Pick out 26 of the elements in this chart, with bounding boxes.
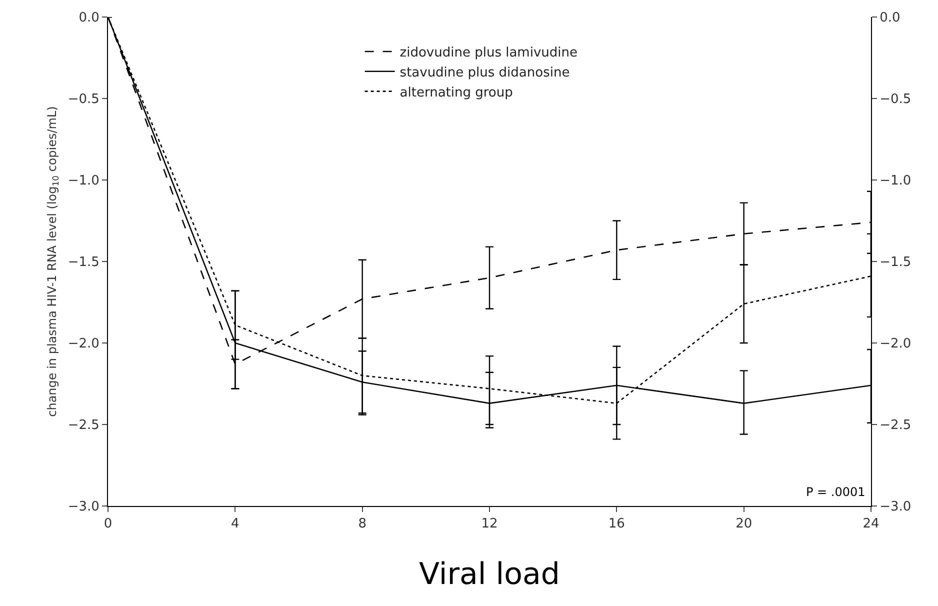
y2-tick-label: −1.5: [880, 255, 912, 270]
y2-tick-label: −1.0: [880, 174, 912, 189]
y2-tick-label: −3.0: [880, 500, 912, 515]
y-tick-label: −1.5: [68, 255, 100, 270]
annotation: P = .0001: [806, 485, 866, 499]
x-tick-label: 8: [358, 516, 366, 532]
text: Viral load: [419, 557, 560, 592]
y2-tick-label: 0.0: [880, 10, 900, 26]
y-tick-label: −2.0: [68, 336, 100, 352]
legend-label: stavudine plus didanosine: [400, 65, 570, 80]
y2-tick-label: −0.5: [880, 92, 912, 108]
y-tick-label: −0.5: [68, 92, 100, 108]
y-tick-label: −2.5: [68, 418, 100, 434]
y-tick-label: 0.0: [78, 10, 100, 26]
legend-label: zidovudine plus lamivudine: [400, 46, 578, 61]
legend-label: alternating group: [400, 85, 513, 100]
y-tick-label: −3.0: [68, 500, 100, 515]
y-tick-label: −1.0: [68, 174, 100, 189]
x-tick-label: 20: [736, 516, 752, 532]
y2-tick-label: −2.5: [880, 418, 912, 434]
y2-tick-label: −2.0: [880, 336, 912, 352]
x-tick-label: 24: [862, 516, 880, 532]
x-tick-label: 12: [481, 516, 498, 532]
x-tick-label: 4: [231, 516, 240, 532]
x-tick-label: 0: [104, 516, 112, 532]
x-tick-label: 16: [608, 516, 625, 532]
